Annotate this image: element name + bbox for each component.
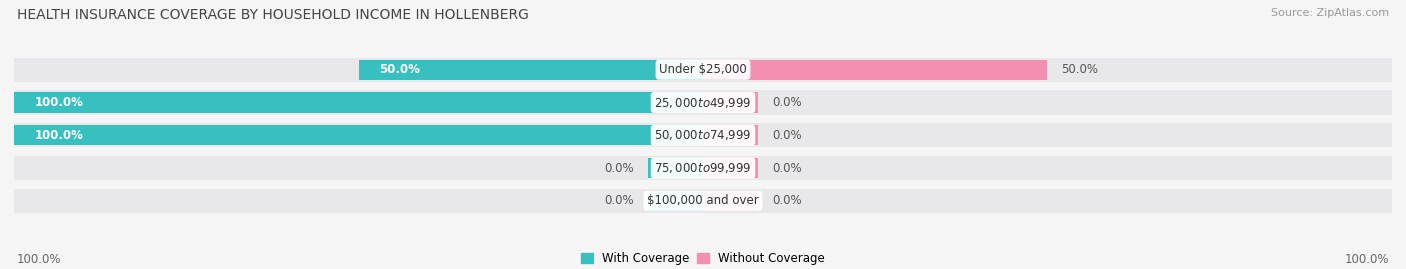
Bar — [359, 59, 703, 80]
Text: 0.0%: 0.0% — [772, 129, 801, 142]
Text: 100.0%: 100.0% — [17, 253, 62, 266]
Text: Under $25,000: Under $25,000 — [659, 63, 747, 76]
Bar — [14, 123, 1392, 147]
Bar — [14, 189, 1392, 213]
Bar — [14, 58, 1392, 82]
Text: $75,000 to $99,999: $75,000 to $99,999 — [654, 161, 752, 175]
Text: 100.0%: 100.0% — [1344, 253, 1389, 266]
Text: 100.0%: 100.0% — [35, 96, 83, 109]
Bar — [14, 92, 703, 113]
Bar — [14, 125, 703, 146]
Text: HEALTH INSURANCE COVERAGE BY HOUSEHOLD INCOME IN HOLLENBERG: HEALTH INSURANCE COVERAGE BY HOUSEHOLD I… — [17, 8, 529, 22]
Text: $50,000 to $74,999: $50,000 to $74,999 — [654, 128, 752, 142]
Text: 50.0%: 50.0% — [1062, 63, 1098, 76]
Text: $100,000 and over: $100,000 and over — [647, 194, 759, 207]
Legend: With Coverage, Without Coverage: With Coverage, Without Coverage — [576, 247, 830, 269]
Bar — [703, 92, 758, 113]
Bar — [703, 125, 758, 146]
Bar — [703, 191, 758, 211]
Bar — [14, 156, 1392, 180]
Text: 0.0%: 0.0% — [772, 162, 801, 175]
Text: 0.0%: 0.0% — [772, 194, 801, 207]
Bar — [648, 191, 703, 211]
Text: Source: ZipAtlas.com: Source: ZipAtlas.com — [1271, 8, 1389, 18]
Bar — [703, 59, 1047, 80]
Bar — [703, 158, 758, 178]
Bar — [14, 90, 1392, 115]
Text: 100.0%: 100.0% — [35, 129, 83, 142]
Bar — [648, 158, 703, 178]
Text: 0.0%: 0.0% — [605, 162, 634, 175]
Text: 0.0%: 0.0% — [772, 96, 801, 109]
Text: 50.0%: 50.0% — [380, 63, 420, 76]
Text: 0.0%: 0.0% — [605, 194, 634, 207]
Text: $25,000 to $49,999: $25,000 to $49,999 — [654, 95, 752, 109]
